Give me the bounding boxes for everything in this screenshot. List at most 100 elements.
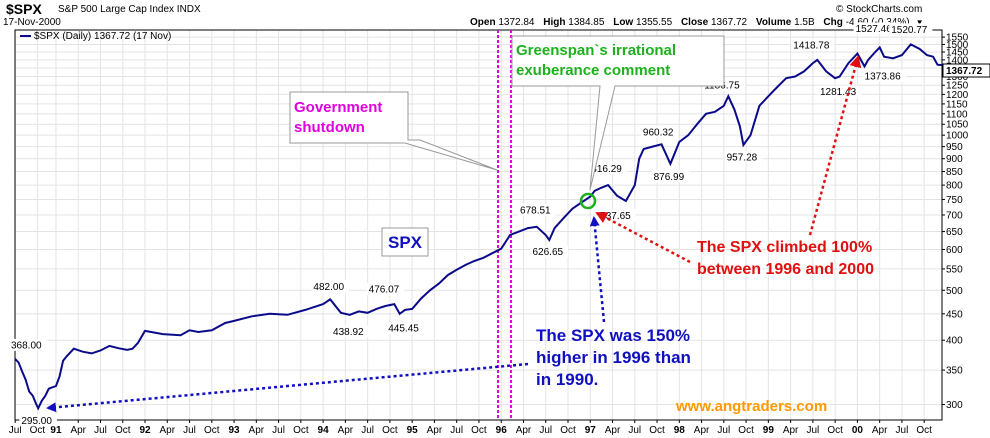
value-label-bg (724, 150, 763, 163)
x-tick-label: Apr (427, 425, 443, 436)
stockcharts-brand[interactable]: © StockCharts.com (836, 4, 923, 15)
value-label: 626.65 (532, 247, 563, 258)
value-label: 438.92 (333, 327, 364, 338)
higher-text-2: higher in 1996 than (536, 348, 691, 367)
x-tick-label: Jul (717, 425, 730, 436)
y-tick-label: 1000 (946, 131, 969, 142)
shutdown-callout-box (289, 91, 498, 171)
volume-label: Volume (755, 17, 792, 28)
y-tick-label: 650 (946, 227, 963, 238)
value-label-bg (9, 338, 47, 351)
value-label-bg (19, 414, 57, 427)
x-tick-label: Oct (30, 425, 46, 436)
x-tick-label: 99 (763, 425, 775, 436)
higher-arrow-left (46, 362, 529, 413)
value-label: 1520.77 (891, 25, 928, 36)
spx-label: SPX (388, 233, 423, 252)
y-tick-label: 900 (946, 154, 963, 165)
value-label: 295.00 (21, 416, 52, 427)
x-tick-label: Oct (560, 425, 576, 436)
greenspan-callout-box (511, 35, 725, 191)
value-label: 1418.78 (793, 40, 830, 51)
greenspan-text-2: exuberance comment (516, 62, 670, 79)
y-tick-label: 500 (946, 286, 963, 297)
x-tick-label: 93 (228, 425, 240, 436)
value-label-bg (889, 23, 933, 36)
x-tick-label: Jul (183, 425, 196, 436)
value-label: 1527.46 (856, 24, 893, 35)
open-label: Open (470, 17, 496, 28)
value-label: 957.28 (727, 152, 758, 163)
x-tick-label: Apr (249, 425, 265, 436)
close-label: Close (680, 17, 709, 28)
y-tick-label: 1250 (946, 81, 969, 92)
low-label: Low (613, 17, 634, 28)
shutdown-text-1: Government (294, 99, 382, 116)
value-label-bg (366, 283, 405, 296)
x-tick-label: Oct (738, 425, 754, 436)
y-tick-label: 1150 (946, 99, 968, 110)
x-tick-label: Jul (450, 425, 463, 436)
value-label: 816.29 (591, 164, 622, 175)
x-tick-label: Jul (896, 425, 909, 436)
value-label-bg (589, 162, 627, 175)
x-tick-label: Jul (272, 425, 285, 436)
x-tick-label: 94 (318, 425, 330, 436)
shutdown-text-2: shutdown (294, 119, 365, 136)
value-label-bg (862, 70, 906, 83)
x-tick-label: Oct (649, 425, 665, 436)
climb-text-2: between 1996 and 2000 (697, 261, 874, 278)
close-value: 1367.72 (710, 17, 748, 28)
value-label-bg (640, 126, 679, 139)
y-tick-label: 400 (946, 336, 963, 347)
x-tick-label: Jul (9, 425, 22, 436)
x-tick-label: Oct (293, 425, 309, 436)
index-name: S&P 500 Large Cap Index INDX (58, 4, 201, 15)
greenspan-marker-circle (579, 192, 597, 210)
chg-dropdown-icon[interactable]: ▼ (915, 18, 924, 27)
x-tick-label: Oct (382, 425, 398, 436)
open-value: 1372.84 (498, 17, 535, 28)
value-label-bg (853, 22, 897, 35)
high-label: High (543, 17, 566, 28)
x-tick-label: Jul (94, 425, 107, 436)
value-label: 445.45 (388, 324, 419, 335)
x-tick-label: Oct (471, 425, 487, 436)
value-label: 476.07 (369, 285, 400, 296)
y-tick-label: 850 (946, 167, 963, 178)
x-tick-label: Oct (204, 425, 220, 436)
y-tick-label: 550 (946, 264, 963, 275)
x-tick-label: Jul (806, 425, 819, 436)
value-label: 482.00 (313, 282, 344, 293)
value-label: 368.00 (11, 340, 42, 351)
volume-value: 1.5B (794, 17, 815, 28)
legend-label: $SPX (Daily) 1367.72 (17 Nov) (34, 31, 171, 42)
climb-arrow-end (808, 55, 862, 236)
value-label: 678.51 (520, 205, 551, 216)
x-tick-label: Apr (872, 425, 888, 436)
value-label: 960.32 (643, 128, 674, 139)
y-tick-label: 1050 (946, 120, 969, 131)
x-tick-label: 97 (585, 425, 597, 436)
value-label: 1281.43 (820, 87, 857, 98)
y-tick-label: 950 (946, 142, 963, 153)
high-value: 1384.85 (568, 17, 605, 28)
x-tick-label: 95 (407, 425, 419, 436)
x-tick-label: Apr (516, 425, 532, 436)
chart-date: 17-Nov-2000 (3, 17, 61, 28)
x-tick-label: Apr (783, 425, 799, 436)
y-tick-label: 300 (946, 400, 963, 411)
x-tick-label: Oct (827, 425, 843, 436)
y-tick-label: 600 (946, 245, 963, 256)
greenspan-callout: Greenspan`s irrational exuberance commen… (511, 35, 725, 210)
y-tick-label: 700 (946, 210, 963, 221)
y-tick-label: 1450 (946, 48, 969, 59)
x-tick-label: Oct (115, 425, 131, 436)
y-tick-label: 1100 (946, 109, 968, 120)
value-label-bg (518, 203, 556, 216)
shutdown-callout: Government shutdown (289, 91, 498, 171)
last-value-tag: 1367.72 (942, 63, 990, 78)
x-tick-label: 92 (139, 425, 151, 436)
greenspan-text-1: Greenspan`s irrational (516, 42, 676, 59)
x-tick-label: Apr (605, 425, 621, 436)
